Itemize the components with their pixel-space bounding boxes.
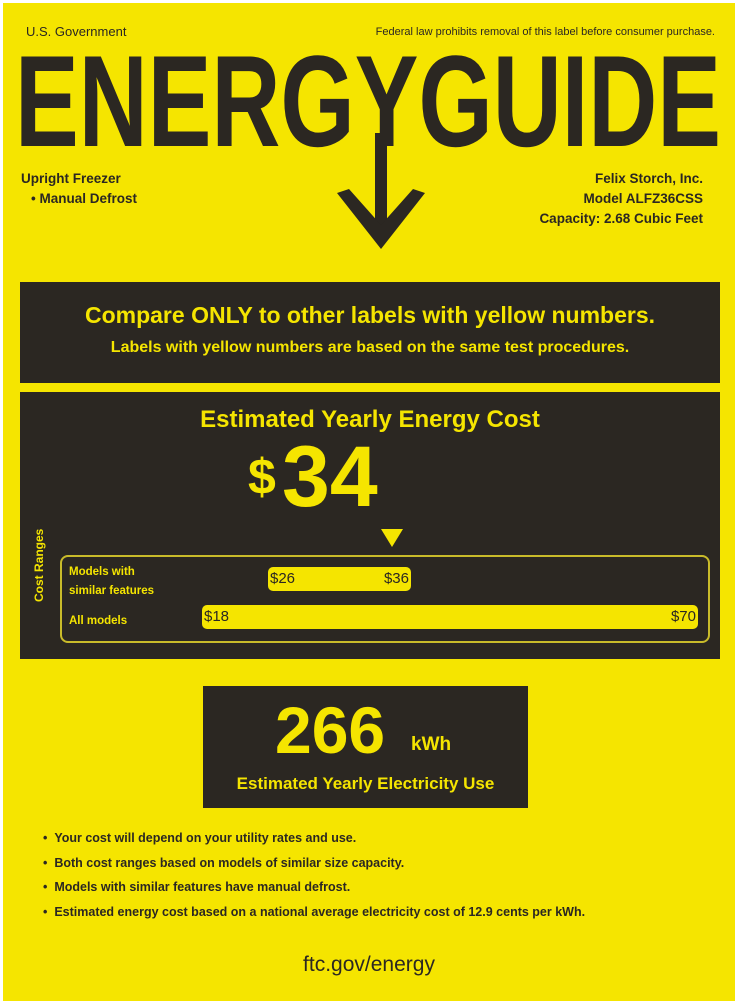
all-models-label: All models [69, 615, 128, 627]
product-feature: • Manual Defrost [31, 191, 137, 206]
compare-subline: Labels with yellow numbers are based on … [110, 339, 630, 356]
manufacturer: Felix Storch, Inc. [594, 171, 703, 186]
all-min: $18 [204, 608, 230, 625]
capacity: Capacity: 2.68 Cubic Feet [539, 211, 703, 226]
note-item: • Both cost ranges based on models of si… [43, 855, 405, 870]
similar-label-line2: similar features [69, 585, 155, 597]
product-type: Upright Freezer [21, 171, 121, 186]
issuer: U.S. Government [26, 24, 127, 39]
kwh-caption: Estimated Yearly Electricity Use [236, 774, 495, 793]
cost-panel: Estimated Yearly Energy Cost $ 34 Cost R… [20, 392, 720, 659]
cost-currency: $ [248, 449, 276, 505]
compare-panel: Compare ONLY to other labels with yellow… [20, 282, 720, 383]
cost-ranges-label: Cost Ranges [32, 528, 46, 602]
kwh-unit: kWh [411, 734, 452, 755]
removal-notice: Federal law prohibits removal of this la… [375, 26, 715, 38]
all-max: $70 [670, 608, 696, 625]
cost-marker-icon [381, 529, 403, 547]
energy-guide-label: U.S. Government Federal law prohibits re… [3, 3, 735, 1001]
compare-headline: Compare ONLY to other labels with yellow… [84, 302, 655, 328]
ftc-url: ftc.gov/energy [303, 953, 435, 976]
note-item: • Estimated energy cost based on a natio… [43, 904, 586, 919]
note-item: • Your cost will depend on your utility … [43, 831, 357, 845]
cost-ranges-box: Models with similar features $26 $36 All… [60, 555, 710, 643]
model-number: Model ALFZ36CSS [583, 191, 703, 206]
energyguide-logo: ENERGYGUIDE [15, 48, 721, 153]
all-models-range-bar: $18 $70 [202, 605, 698, 629]
note-item: • Models with similar features have manu… [43, 880, 351, 894]
notes-list: • Your cost will depend on your utility … [43, 826, 723, 924]
similar-models-label: Models with similar features [69, 563, 154, 601]
cost-value: 34 [282, 429, 378, 525]
similar-max: $36 [383, 570, 409, 587]
similar-min: $26 [270, 570, 296, 587]
cost-heading: Estimated Yearly Energy Cost [200, 406, 540, 433]
similar-label-line1: Models with [69, 566, 135, 578]
energyguide-logo-wrap: ENERGYGUIDE [15, 48, 721, 153]
arrow-down-icon [337, 133, 425, 249]
electricity-panel: 266 kWh Estimated Yearly Electricity Use [203, 686, 528, 808]
kwh-value: 266 [275, 693, 386, 767]
similar-models-range-bar: $26 $36 [268, 567, 411, 591]
